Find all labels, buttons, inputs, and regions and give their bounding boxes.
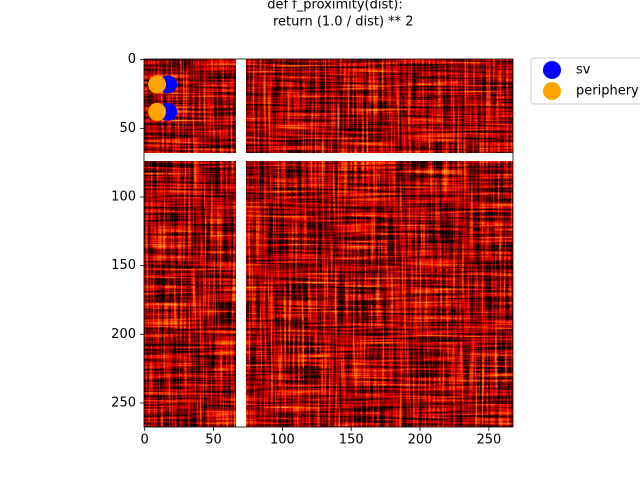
y-tick-label: 100 — [111, 190, 136, 205]
x-tick-label: 250 — [476, 433, 501, 448]
chart-title: return (1.0 / dist) ** 2 — [256, 15, 413, 30]
y-tick-label: 0 — [128, 52, 136, 67]
x-tick-label: 100 — [270, 433, 295, 448]
y-tick-label: 250 — [111, 395, 136, 410]
heatmap — [144, 59, 513, 427]
gap-column — [236, 59, 246, 427]
axes-frame — [143, 58, 514, 428]
chart-title: def f_proximity(dist): — [267, 0, 403, 13]
x-tick-label: 200 — [408, 433, 433, 448]
legend-marker — [543, 61, 561, 79]
heatmap-texture — [144, 59, 513, 427]
legend-label: periphery — [576, 84, 639, 99]
gap-row — [144, 153, 513, 161]
x-tick-label: 150 — [339, 433, 364, 448]
legend-label: sv — [576, 63, 591, 78]
y-tick-label: 50 — [119, 121, 136, 136]
y-tick-label: 150 — [111, 258, 136, 273]
legend-marker — [543, 82, 561, 100]
x-tick-label: 0 — [141, 433, 149, 448]
x-tick-label: 50 — [205, 433, 222, 448]
scatter-point — [148, 75, 167, 94]
scatter-point — [148, 102, 167, 121]
y-tick-label: 200 — [111, 327, 136, 342]
